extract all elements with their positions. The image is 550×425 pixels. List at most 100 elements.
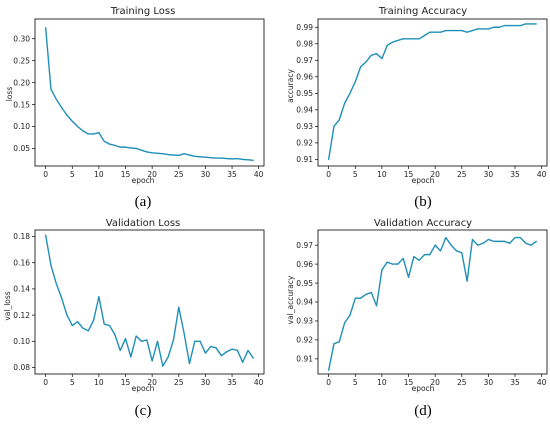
y-tick-label: 0.20 bbox=[13, 78, 30, 87]
data-point bbox=[344, 102, 346, 104]
x-tick-label: 35 bbox=[227, 378, 237, 387]
data-points-c bbox=[45, 234, 254, 367]
x-tick-label: 30 bbox=[484, 378, 494, 387]
data-point bbox=[50, 264, 52, 266]
x-tick-label: 0 bbox=[326, 378, 331, 387]
data-point bbox=[429, 254, 431, 256]
x-tick-label: 15 bbox=[121, 378, 131, 387]
data-point bbox=[178, 154, 180, 157]
y-tick-label: 0.14 bbox=[13, 285, 30, 294]
data-point bbox=[349, 92, 351, 94]
data-point bbox=[402, 38, 404, 40]
y-tick-label: 0.96 bbox=[296, 260, 313, 269]
x-tick-label: 20 bbox=[147, 378, 157, 387]
x-tick-label: 15 bbox=[404, 378, 414, 387]
x-tick-label: 40 bbox=[537, 170, 547, 179]
panel-caption: (d) bbox=[414, 403, 432, 419]
data-point bbox=[525, 23, 527, 25]
x-axis-label: epoch bbox=[412, 384, 435, 393]
data-point bbox=[344, 322, 346, 324]
x-tick-label: 30 bbox=[201, 170, 211, 179]
data-point bbox=[429, 31, 431, 33]
data-point bbox=[108, 324, 111, 327]
data-point bbox=[71, 324, 73, 327]
data-points-b bbox=[328, 23, 537, 160]
data-point bbox=[215, 347, 217, 349]
data-point bbox=[519, 236, 521, 239]
y-axis-label: val_loss bbox=[3, 291, 12, 320]
data-point bbox=[423, 34, 426, 37]
data-point bbox=[119, 349, 121, 352]
data-point bbox=[77, 321, 79, 323]
data-point bbox=[156, 340, 159, 342]
x-tick-label: 5 bbox=[353, 170, 358, 179]
y-tick-label: 0.99 bbox=[296, 23, 313, 32]
panel-training-loss: Training Loss loss epoch 0 5 10 15 20 25 30 35 4… bbox=[5, 6, 265, 210]
data-point bbox=[386, 44, 388, 47]
data-point bbox=[530, 244, 532, 246]
data-point bbox=[455, 29, 458, 32]
x-axis-label: epoch bbox=[412, 176, 435, 185]
data-point bbox=[381, 269, 383, 271]
data-point bbox=[183, 332, 185, 335]
data-point bbox=[92, 133, 95, 135]
data-point bbox=[471, 29, 474, 32]
x-tick-label: 20 bbox=[147, 170, 157, 179]
data-point bbox=[77, 125, 79, 128]
series-line-validation-loss bbox=[44, 235, 254, 367]
y-tick-label: 0.93 bbox=[296, 317, 313, 326]
data-point bbox=[461, 252, 463, 254]
data-point bbox=[365, 61, 367, 63]
data-point bbox=[231, 158, 233, 160]
data-point bbox=[535, 240, 537, 242]
axes-frame bbox=[34, 229, 265, 375]
data-point bbox=[402, 257, 404, 260]
data-point bbox=[360, 66, 362, 68]
ticks-a: 0 5 10 15 20 25 30 35 40 0.05 0.10 0.15 0.20 0.25 0.30 bbox=[13, 34, 263, 179]
data-point bbox=[247, 349, 249, 352]
data-point bbox=[188, 362, 191, 365]
ticks-b: 0 5 10 15 20 25 30 35 40 0.91 0.92 0.93 0.94 0.95 0.96… bbox=[296, 23, 546, 179]
data-point bbox=[375, 305, 378, 307]
data-point bbox=[354, 81, 356, 83]
data-point bbox=[92, 319, 95, 321]
data-point bbox=[493, 26, 495, 28]
data-point bbox=[498, 240, 500, 242]
y-tick-label: 0.98 bbox=[296, 39, 313, 48]
data-point bbox=[407, 276, 410, 278]
data-point bbox=[61, 107, 63, 109]
x-tick-label: 10 bbox=[377, 170, 387, 179]
data-point bbox=[61, 297, 63, 299]
x-tick-label: 25 bbox=[457, 378, 467, 387]
data-point bbox=[519, 25, 521, 27]
y-tick-label: 0.10 bbox=[13, 337, 30, 346]
data-point bbox=[413, 255, 415, 258]
data-point bbox=[493, 240, 495, 242]
data-point bbox=[194, 340, 196, 342]
data-point bbox=[162, 153, 164, 155]
data-point bbox=[231, 348, 233, 350]
data-point bbox=[188, 154, 191, 156]
data-point bbox=[103, 140, 105, 143]
data-point bbox=[220, 157, 222, 159]
data-point bbox=[87, 133, 89, 135]
y-tick-label: 0.97 bbox=[296, 241, 313, 250]
data-point bbox=[98, 132, 100, 134]
y-tick-label: 0.91 bbox=[296, 355, 313, 364]
panel-training-accuracy: Training Accuracy accuracy epoch 0 5 10 15 2… bbox=[286, 6, 548, 210]
data-point bbox=[365, 293, 367, 296]
data-point bbox=[482, 242, 484, 244]
y-tick-label: 0.96 bbox=[296, 73, 313, 82]
x-tick-label: 5 bbox=[70, 170, 75, 179]
data-point bbox=[124, 146, 127, 148]
data-point bbox=[514, 25, 516, 27]
y-tick-label: 0.92 bbox=[296, 336, 313, 345]
x-tick-label: 35 bbox=[510, 170, 520, 179]
ticks-d: 0 5 10 15 20 25 30 35 40 0.91 0.92 0.93 0.94 0.95 0.96… bbox=[296, 241, 546, 387]
x-tick-label: 0 bbox=[43, 378, 48, 387]
x-tick-label: 0 bbox=[326, 170, 331, 179]
data-point bbox=[252, 159, 254, 161]
axes-frame bbox=[317, 18, 548, 167]
y-tick-label: 0.05 bbox=[13, 144, 30, 153]
